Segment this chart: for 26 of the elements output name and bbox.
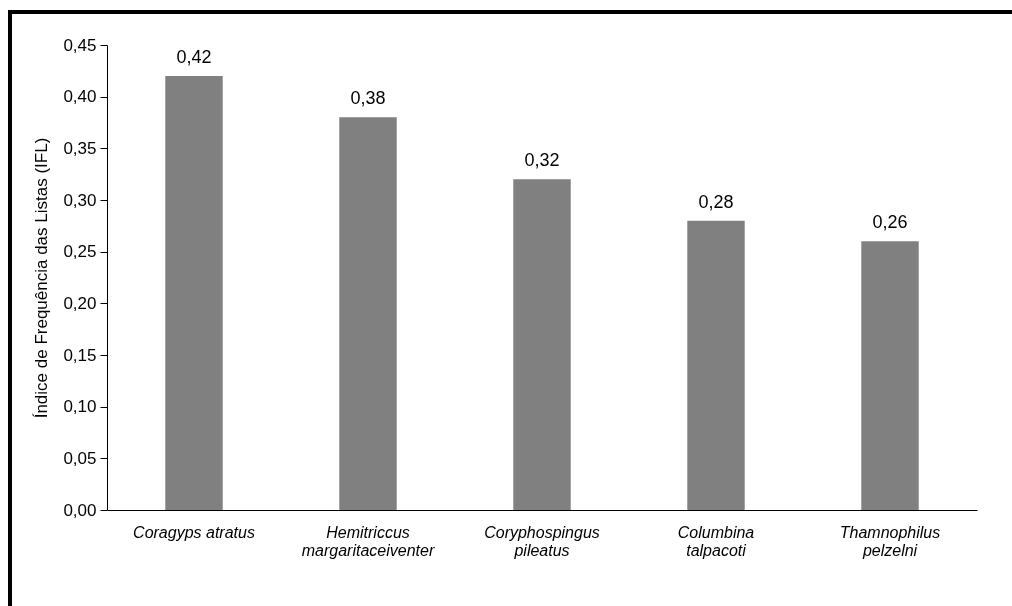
x-tick-label: Coryphospingus pileatus (484, 523, 600, 559)
data-label: 0,38 (350, 88, 386, 109)
y-tick-label: 0,25 (63, 242, 97, 262)
bar (861, 241, 919, 510)
y-tick-label: 0,20 (63, 293, 97, 313)
data-label: 0,32 (524, 150, 560, 171)
data-label: 0,28 (698, 191, 734, 212)
bar (687, 220, 745, 510)
y-tick-label: 0,05 (63, 448, 97, 468)
y-tick-label: 0,00 (63, 500, 97, 520)
x-tick-label: Coragyps atratus (133, 523, 255, 541)
data-label: 0,42 (176, 47, 212, 67)
bar (513, 179, 571, 510)
bar (165, 76, 223, 510)
x-tick-label: Hemitriccus margaritaceiventer (301, 523, 435, 559)
x-tick-label: Thamnophilus pelzelni (839, 523, 941, 559)
data-label: 0,26 (872, 212, 908, 233)
x-tick-label: Columbina talpacoti (677, 523, 755, 559)
bar (339, 117, 397, 510)
y-tick-label: 0,40 (63, 87, 97, 107)
y-tick-label: 0,35 (63, 138, 97, 158)
y-tick-label: 0,15 (63, 345, 97, 365)
y-axis-title: Índice de Frequência das Listas (IFL) (32, 137, 52, 419)
y-tick-label: 0,30 (63, 190, 97, 210)
y-tick-label: 0,45 (63, 35, 97, 55)
y-tick-label: 0,10 (63, 397, 97, 417)
